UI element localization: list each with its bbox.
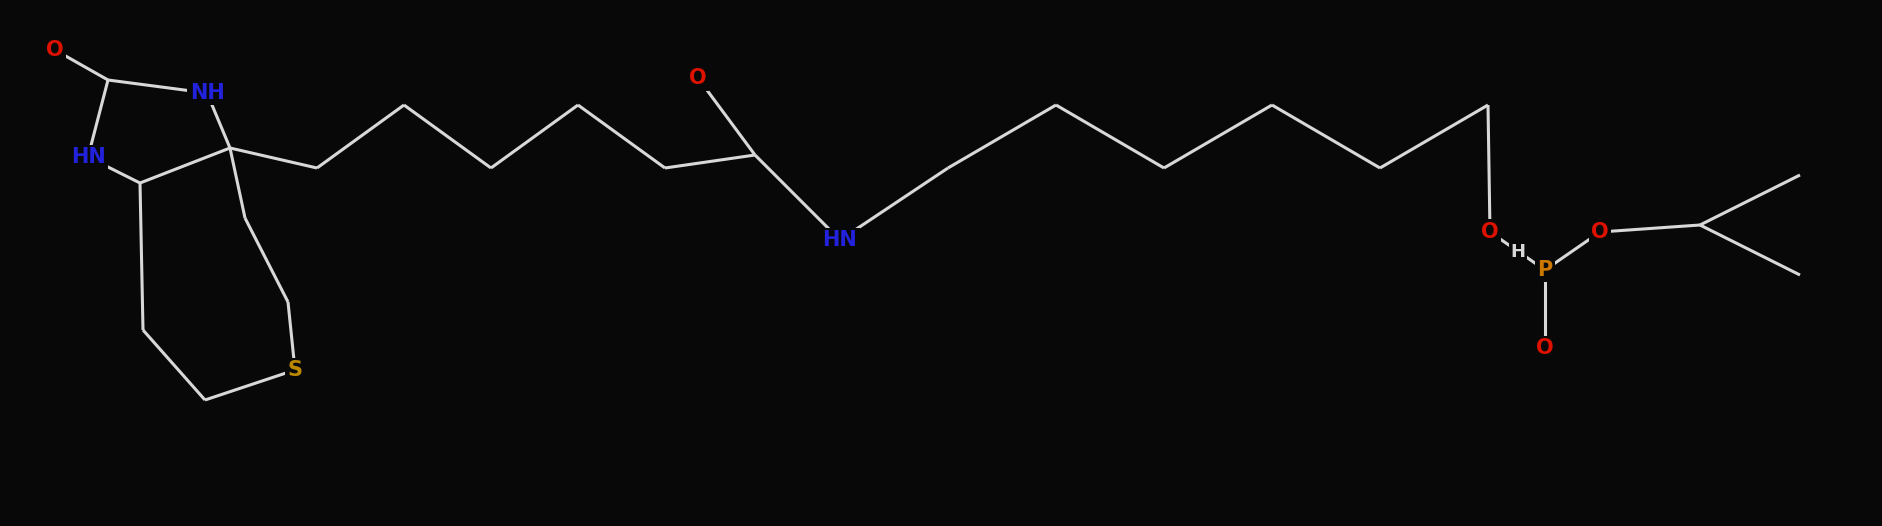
Text: O: O: [689, 68, 708, 88]
Text: P: P: [1538, 260, 1553, 280]
Text: O: O: [1590, 222, 1609, 242]
Text: H: H: [1511, 243, 1526, 261]
Text: O: O: [47, 40, 64, 60]
Text: NH: NH: [190, 83, 224, 103]
Text: O: O: [1536, 338, 1555, 358]
Text: HN: HN: [72, 147, 105, 167]
Text: O: O: [1481, 222, 1498, 242]
Text: HN: HN: [822, 230, 858, 250]
Text: S: S: [288, 360, 303, 380]
